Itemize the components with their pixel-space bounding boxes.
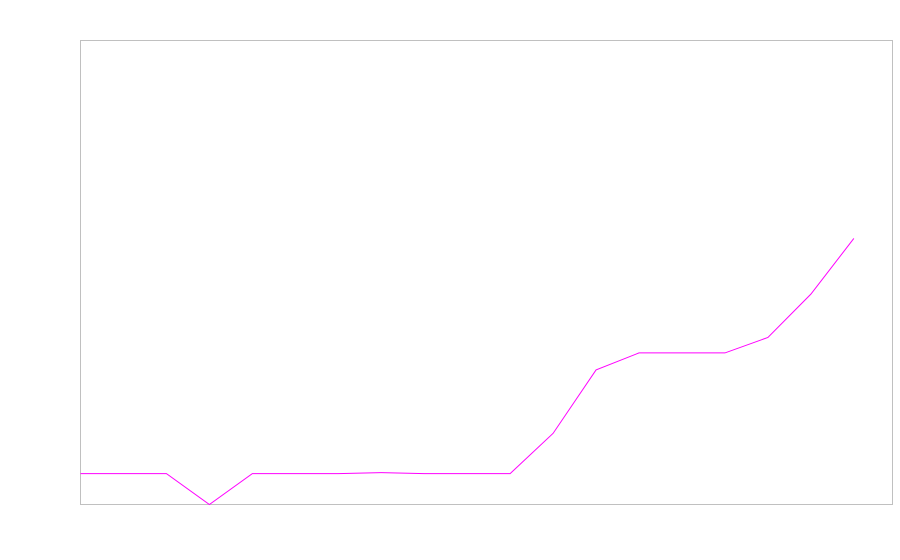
series-layer	[80, 238, 855, 506]
series-line-0	[80, 238, 855, 506]
plot-frame	[80, 40, 893, 505]
